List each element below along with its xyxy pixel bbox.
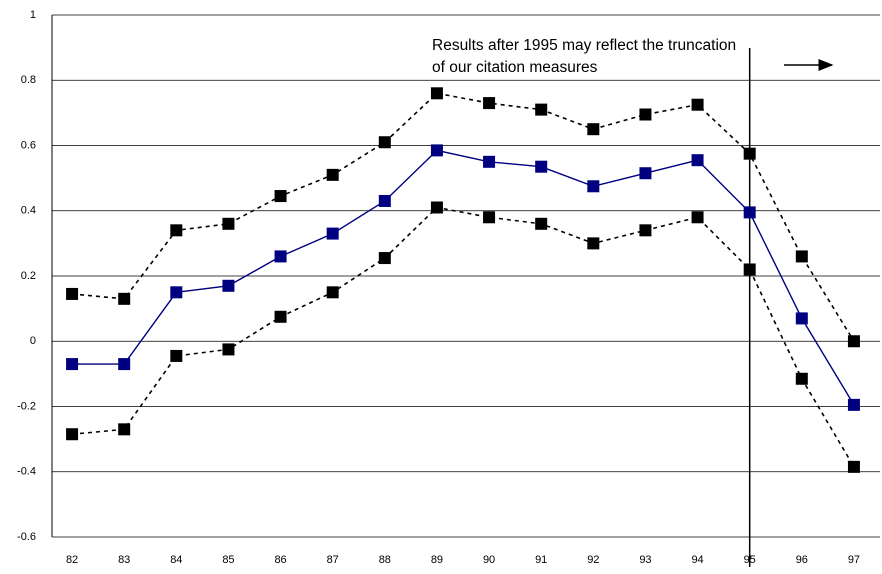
x-tick-label: 85 — [222, 554, 234, 566]
data-point — [118, 423, 131, 436]
series-line — [72, 149, 855, 406]
x-tick-label: 87 — [327, 554, 339, 566]
x-tick-label: 83 — [118, 554, 130, 566]
x-tick-label: 93 — [639, 554, 651, 566]
data-point — [483, 97, 496, 110]
data-point — [743, 206, 756, 219]
data-point — [326, 227, 339, 240]
data-point — [378, 194, 391, 207]
data-point — [378, 252, 391, 265]
data-point — [170, 286, 183, 299]
data-point — [118, 292, 131, 305]
data-point — [795, 372, 808, 385]
data-point — [274, 190, 287, 203]
data-point — [535, 160, 548, 173]
data-point — [639, 108, 652, 121]
data-point — [170, 224, 183, 237]
data-point — [743, 263, 756, 276]
data-point — [795, 250, 808, 263]
series-line — [71, 92, 855, 342]
data-point — [66, 428, 79, 441]
data-point — [222, 279, 235, 292]
data-point — [639, 224, 652, 237]
y-tick-label: 1 — [30, 9, 36, 21]
data-point — [274, 250, 287, 263]
data-point — [430, 144, 443, 157]
data-point — [743, 147, 756, 160]
data-point — [795, 312, 808, 325]
y-tick-label: -0.4 — [17, 466, 36, 478]
x-tick-label: 86 — [274, 554, 286, 566]
y-tick-label: 0.2 — [21, 270, 36, 282]
data-point — [118, 358, 131, 371]
x-tick-label: 94 — [691, 554, 703, 566]
x-tick-label: 89 — [431, 554, 443, 566]
data-point — [587, 123, 600, 136]
x-tick-label: 90 — [483, 554, 495, 566]
data-point — [274, 310, 287, 323]
series-line — [71, 206, 855, 468]
x-tick-label: 88 — [379, 554, 391, 566]
data-point — [170, 349, 183, 362]
y-tick-label: 0.6 — [21, 139, 36, 151]
y-tick-label: -0.2 — [17, 400, 36, 412]
data-point — [535, 217, 548, 230]
data-point — [66, 287, 79, 300]
data-point — [222, 217, 235, 230]
data-point — [483, 155, 496, 168]
data-point — [587, 180, 600, 193]
x-tick-label: 92 — [587, 554, 599, 566]
data-point — [326, 168, 339, 181]
x-tick-label: 97 — [848, 554, 860, 566]
data-point — [66, 358, 79, 371]
data-point — [691, 211, 704, 224]
y-tick-label: 0.4 — [21, 205, 36, 217]
data-point — [430, 87, 443, 100]
data-point — [847, 398, 860, 411]
x-tick-label: 96 — [796, 554, 808, 566]
x-tick-label: 91 — [535, 554, 547, 566]
x-tick-label: 84 — [170, 554, 182, 566]
data-point — [535, 103, 548, 116]
annotation: Results after 1995 may reflect the trunc… — [432, 37, 736, 54]
data-point — [483, 211, 496, 224]
data-point — [847, 335, 860, 348]
data-point — [847, 460, 860, 473]
data-point — [691, 154, 704, 167]
data-point — [222, 343, 235, 356]
y-tick-label: -0.6 — [17, 531, 36, 543]
y-tick-label: 0.8 — [21, 74, 36, 86]
y-tick-label: 0 — [30, 335, 36, 347]
annotation: of our citation measures — [432, 59, 598, 76]
x-tick-label: 82 — [66, 554, 78, 566]
data-point — [430, 201, 443, 214]
data-point — [587, 237, 600, 250]
data-point — [691, 98, 704, 111]
data-point — [326, 286, 339, 299]
data-point — [639, 167, 652, 180]
data-point — [378, 136, 391, 149]
